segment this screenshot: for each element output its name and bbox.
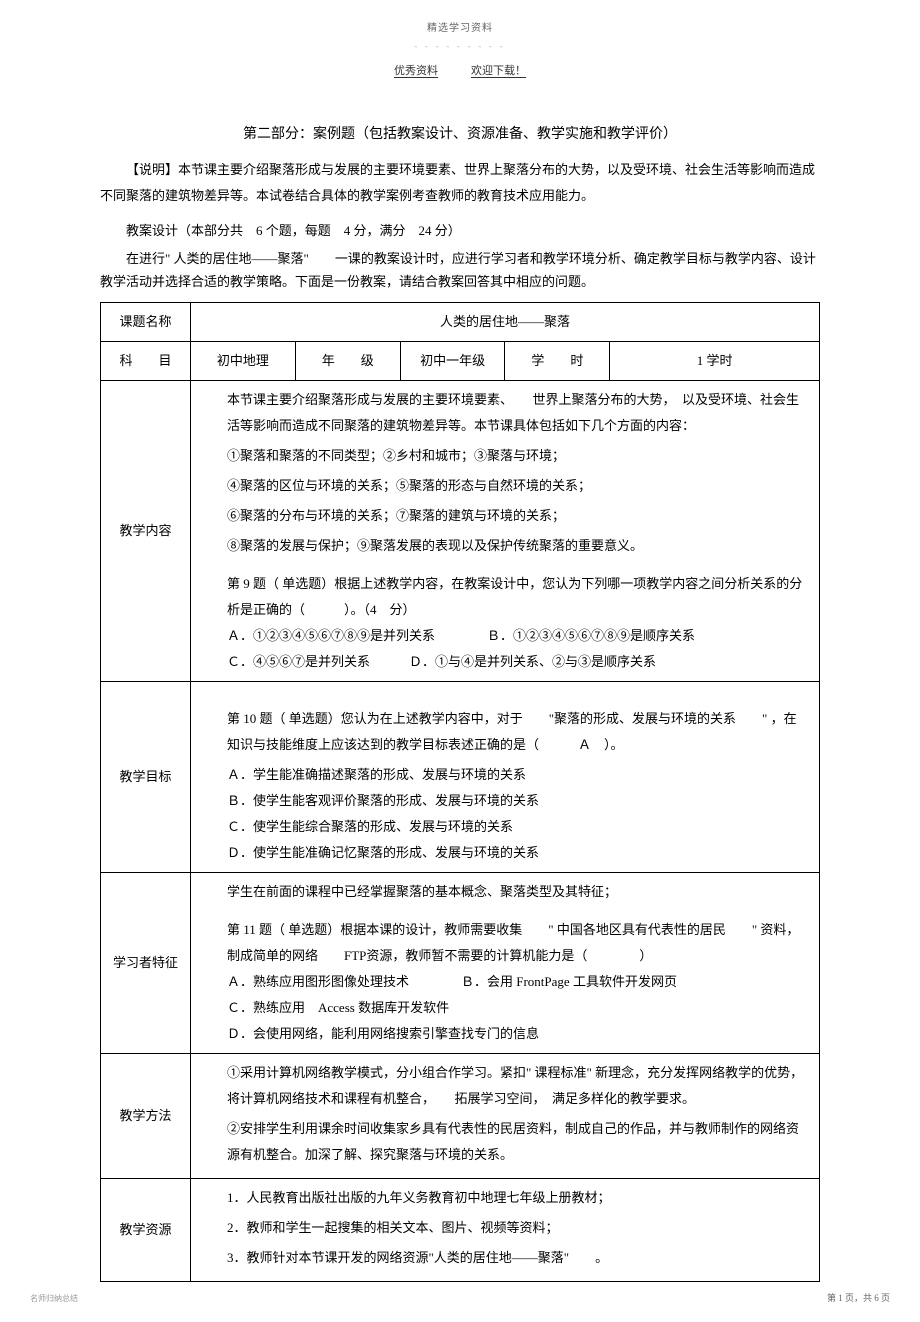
resource-r3: 3．教师针对本节课开发的网络资源"人类的居住地——聚落" 。 bbox=[201, 1245, 809, 1271]
subject-value: 初中地理 bbox=[191, 341, 296, 380]
footer-right: 第 1 页，共 6 页 bbox=[827, 1290, 890, 1306]
method-label: 教学方法 bbox=[101, 1053, 191, 1178]
intro-p1: 【说明】本节课主要介绍聚落形成与发展的主要环境要素、世界上聚落分布的大势，以及受… bbox=[100, 157, 820, 209]
topic-label: 课题名称 bbox=[101, 302, 191, 341]
learner-p1: 学生在前面的课程中已经掌握聚落的基本概念、聚落类型及其特征； bbox=[201, 879, 809, 905]
header-line2: 优秀资料 欢迎下载！ bbox=[100, 62, 820, 82]
row-resource: 教学资源 1．人民教育出版社出版的九年义务教育初中地理七年级上册教材； 2．教师… bbox=[101, 1178, 820, 1281]
content-p1: 本节课主要介绍聚落形成与发展的主要环境要素、 世界上聚落分布的大势， 以及受环境… bbox=[201, 387, 809, 439]
row-goal: 教学目标 第 10 题（ 单选题）您认为在上述教学内容中，对于 "聚落的形成、发… bbox=[101, 681, 820, 872]
goal-cell: 第 10 题（ 单选题）您认为在上述教学内容中，对于 "聚落的形成、发展与环境的… bbox=[191, 681, 820, 872]
header-line1: 精选学习资料 bbox=[100, 20, 820, 38]
hours-label: 学 时 bbox=[505, 341, 610, 380]
header-l2b: 欢迎下载！ bbox=[471, 65, 526, 77]
learner-cell: 学生在前面的课程中已经掌握聚落的基本概念、聚落类型及其特征； 第 11 题（ 单… bbox=[191, 872, 820, 1053]
q10-c: Ｃ．使学生能综合聚落的形成、发展与环境的关系 bbox=[201, 814, 809, 840]
q10-a: Ａ．学生能准确描述聚落的形成、发展与环境的关系 bbox=[201, 762, 809, 788]
header-dots: - - - - - - - - - bbox=[100, 40, 820, 54]
method-cell: ①采用计算机网络教学模式，分小组合作学习。紧扣" 课程标准" 新理念，充分发挥网… bbox=[191, 1053, 820, 1178]
resource-label: 教学资源 bbox=[101, 1178, 191, 1281]
content-i1: ①聚落和聚落的不同类型；②乡村和城市；③聚落与环境； bbox=[201, 443, 809, 469]
q10-d: Ｄ．使学生能准确记忆聚落的形成、发展与环境的关系 bbox=[201, 840, 809, 866]
row-learner: 学习者特征 学生在前面的课程中已经掌握聚落的基本概念、聚落类型及其特征； 第 1… bbox=[101, 872, 820, 1053]
q11-ab: Ａ．熟练应用图形图像处理技术 Ｂ．会用 FrontPage 工具软件开发网页 bbox=[201, 969, 809, 995]
content-label: 教学内容 bbox=[101, 380, 191, 681]
sub2: 在进行" 人类的居住地——聚落" 一课的教案设计时，应进行学习者和教学环境分析、… bbox=[100, 247, 820, 294]
q11-d: Ｄ．会使用网络，能利用网络搜索引擎查找专门的信息 bbox=[201, 1021, 809, 1047]
grade-label: 年 级 bbox=[295, 341, 400, 380]
content-i4: ⑧聚落的发展与保护；⑨聚落发展的表现以及保护传统聚落的重要意义。 bbox=[201, 533, 809, 559]
topic-value: 人类的居住地——聚落 bbox=[191, 302, 820, 341]
header-l2a: 优秀资料 bbox=[394, 65, 438, 77]
section-title: 第二部分：案例题（包括教案设计、资源准备、教学实施和教学评价） bbox=[100, 122, 820, 147]
subject-label: 科 目 bbox=[101, 341, 191, 380]
method-p1: ①采用计算机网络教学模式，分小组合作学习。紧扣" 课程标准" 新理念，充分发挥网… bbox=[201, 1060, 809, 1112]
row-meta: 科 目 初中地理 年 级 初中一年级 学 时 1 学时 bbox=[101, 341, 820, 380]
resource-r1: 1．人民教育出版社出版的九年义务教育初中地理七年级上册教材； bbox=[201, 1185, 809, 1211]
row-method: 教学方法 ①采用计算机网络教学模式，分小组合作学习。紧扣" 课程标准" 新理念，… bbox=[101, 1053, 820, 1178]
sub1: 教案设计（本部分共 6 个题，每题 4 分，满分 24 分） bbox=[100, 219, 820, 242]
row-content: 教学内容 本节课主要介绍聚落形成与发展的主要环境要素、 世界上聚落分布的大势， … bbox=[101, 380, 820, 681]
content-cell: 本节课主要介绍聚落形成与发展的主要环境要素、 世界上聚落分布的大势， 以及受环境… bbox=[191, 380, 820, 681]
method-p2: ②安排学生利用课余时间收集家乡具有代表性的民居资料，制成自己的作品，并与教师制作… bbox=[201, 1116, 809, 1168]
grade-value: 初中一年级 bbox=[400, 341, 505, 380]
hours-value: 1 学时 bbox=[610, 341, 820, 380]
resource-r2: 2．教师和学生一起搜集的相关文本、图片、视频等资料； bbox=[201, 1215, 809, 1241]
row-topic: 课题名称 人类的居住地——聚落 bbox=[101, 302, 820, 341]
content-i2: ④聚落的区位与环境的关系；⑤聚落的形态与自然环境的关系； bbox=[201, 473, 809, 499]
q10: 第 10 题（ 单选题）您认为在上述教学内容中，对于 "聚落的形成、发展与环境的… bbox=[201, 706, 809, 758]
content-i3: ⑥聚落的分布与环境的关系；⑦聚落的建筑与环境的关系； bbox=[201, 503, 809, 529]
q10-b: Ｂ．使学生能客观评价聚落的形成、发展与环境的关系 bbox=[201, 788, 809, 814]
lesson-plan-table: 课题名称 人类的居住地——聚落 科 目 初中地理 年 级 初中一年级 学 时 1… bbox=[100, 302, 820, 1282]
learner-label: 学习者特征 bbox=[101, 872, 191, 1053]
q9-opts-ab: Ａ．①②③④⑤⑥⑦⑧⑨是并列关系 Ｂ．①②③④⑤⑥⑦⑧⑨是顺序关系 bbox=[201, 623, 809, 649]
goal-label: 教学目标 bbox=[101, 681, 191, 872]
q9-opts-cd: Ｃ．④⑤⑥⑦是并列关系 Ｄ．①与④是并列关系、②与③是顺序关系 bbox=[201, 649, 809, 675]
footer-left: 名师归纳总结 bbox=[30, 1292, 78, 1306]
q9: 第 9 题（ 单选题）根据上述教学内容，在教案设计中，您认为下列哪一项教学内容之… bbox=[201, 571, 809, 623]
resource-cell: 1．人民教育出版社出版的九年义务教育初中地理七年级上册教材； 2．教师和学生一起… bbox=[191, 1178, 820, 1281]
q11: 第 11 题（ 单选题）根据本课的设计，教师需要收集 " 中国各地区具有代表性的… bbox=[201, 917, 809, 969]
q11-c: Ｃ．熟练应用 Access 数据库开发软件 bbox=[201, 995, 809, 1021]
